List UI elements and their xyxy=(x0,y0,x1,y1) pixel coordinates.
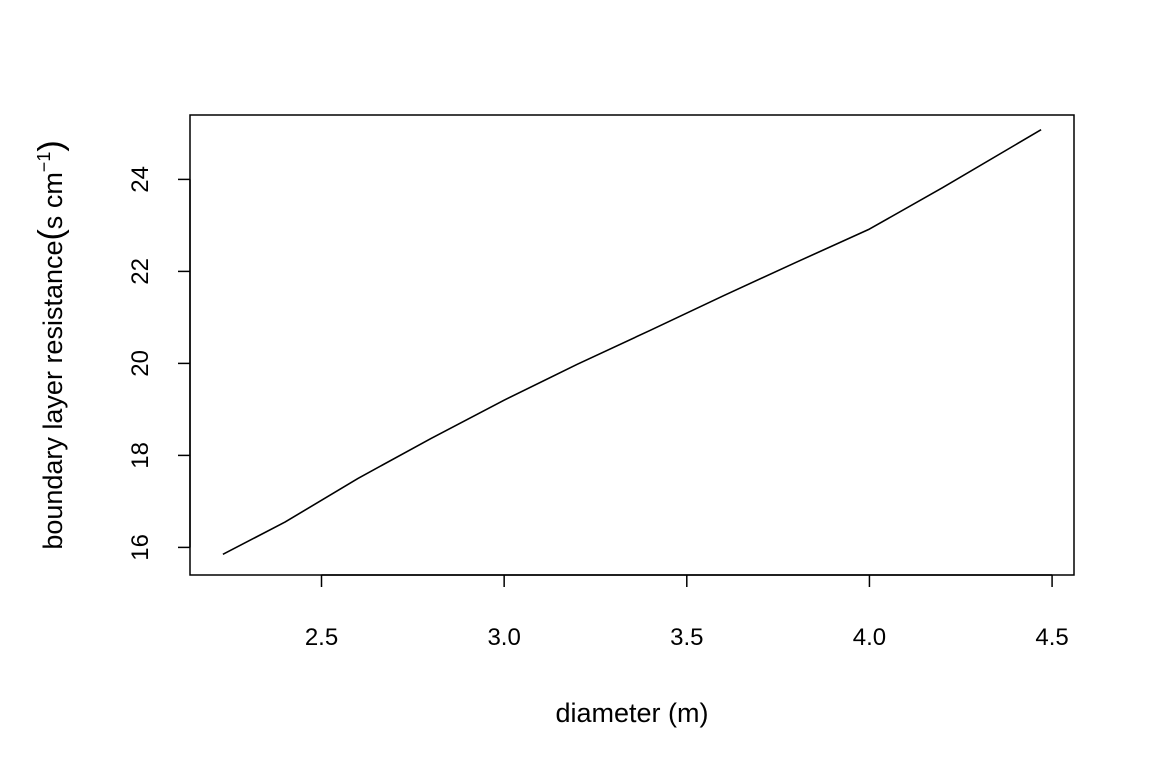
y-axis-title-unit: s cm xyxy=(38,172,68,229)
y-axis-title-main: boundary layer resistance xyxy=(38,241,68,550)
plot-box xyxy=(189,114,1075,576)
y-axis-title-exponent: −1 xyxy=(34,152,54,173)
y-tick-label: 24 xyxy=(127,166,154,193)
x-tick-label: 4.0 xyxy=(853,624,886,651)
x-axis: 2.5 3.0 3.5 4.0 4.5 xyxy=(305,574,1069,651)
y-axis: 16 18 20 22 24 xyxy=(127,166,191,561)
series-layer xyxy=(222,129,1042,556)
y-axis-title-close-paren: ) xyxy=(32,140,70,151)
x-tick-label: 3.5 xyxy=(670,624,703,651)
y-tick-label: 18 xyxy=(127,442,154,469)
x-tick-label: 4.5 xyxy=(1035,624,1068,651)
y-axis-title: boundary layer resistance(s cm−1) xyxy=(32,140,70,549)
y-tick-label: 22 xyxy=(127,258,154,285)
x-tick-label: 3.0 xyxy=(487,624,520,651)
y-axis-title-open-paren: ( xyxy=(32,229,70,241)
y-tick-label: 16 xyxy=(127,534,154,561)
x-tick-label: 2.5 xyxy=(305,624,338,651)
series-line xyxy=(222,129,1042,556)
x-axis-title: diameter (m) xyxy=(555,698,708,728)
y-tick-label: 20 xyxy=(127,350,154,377)
